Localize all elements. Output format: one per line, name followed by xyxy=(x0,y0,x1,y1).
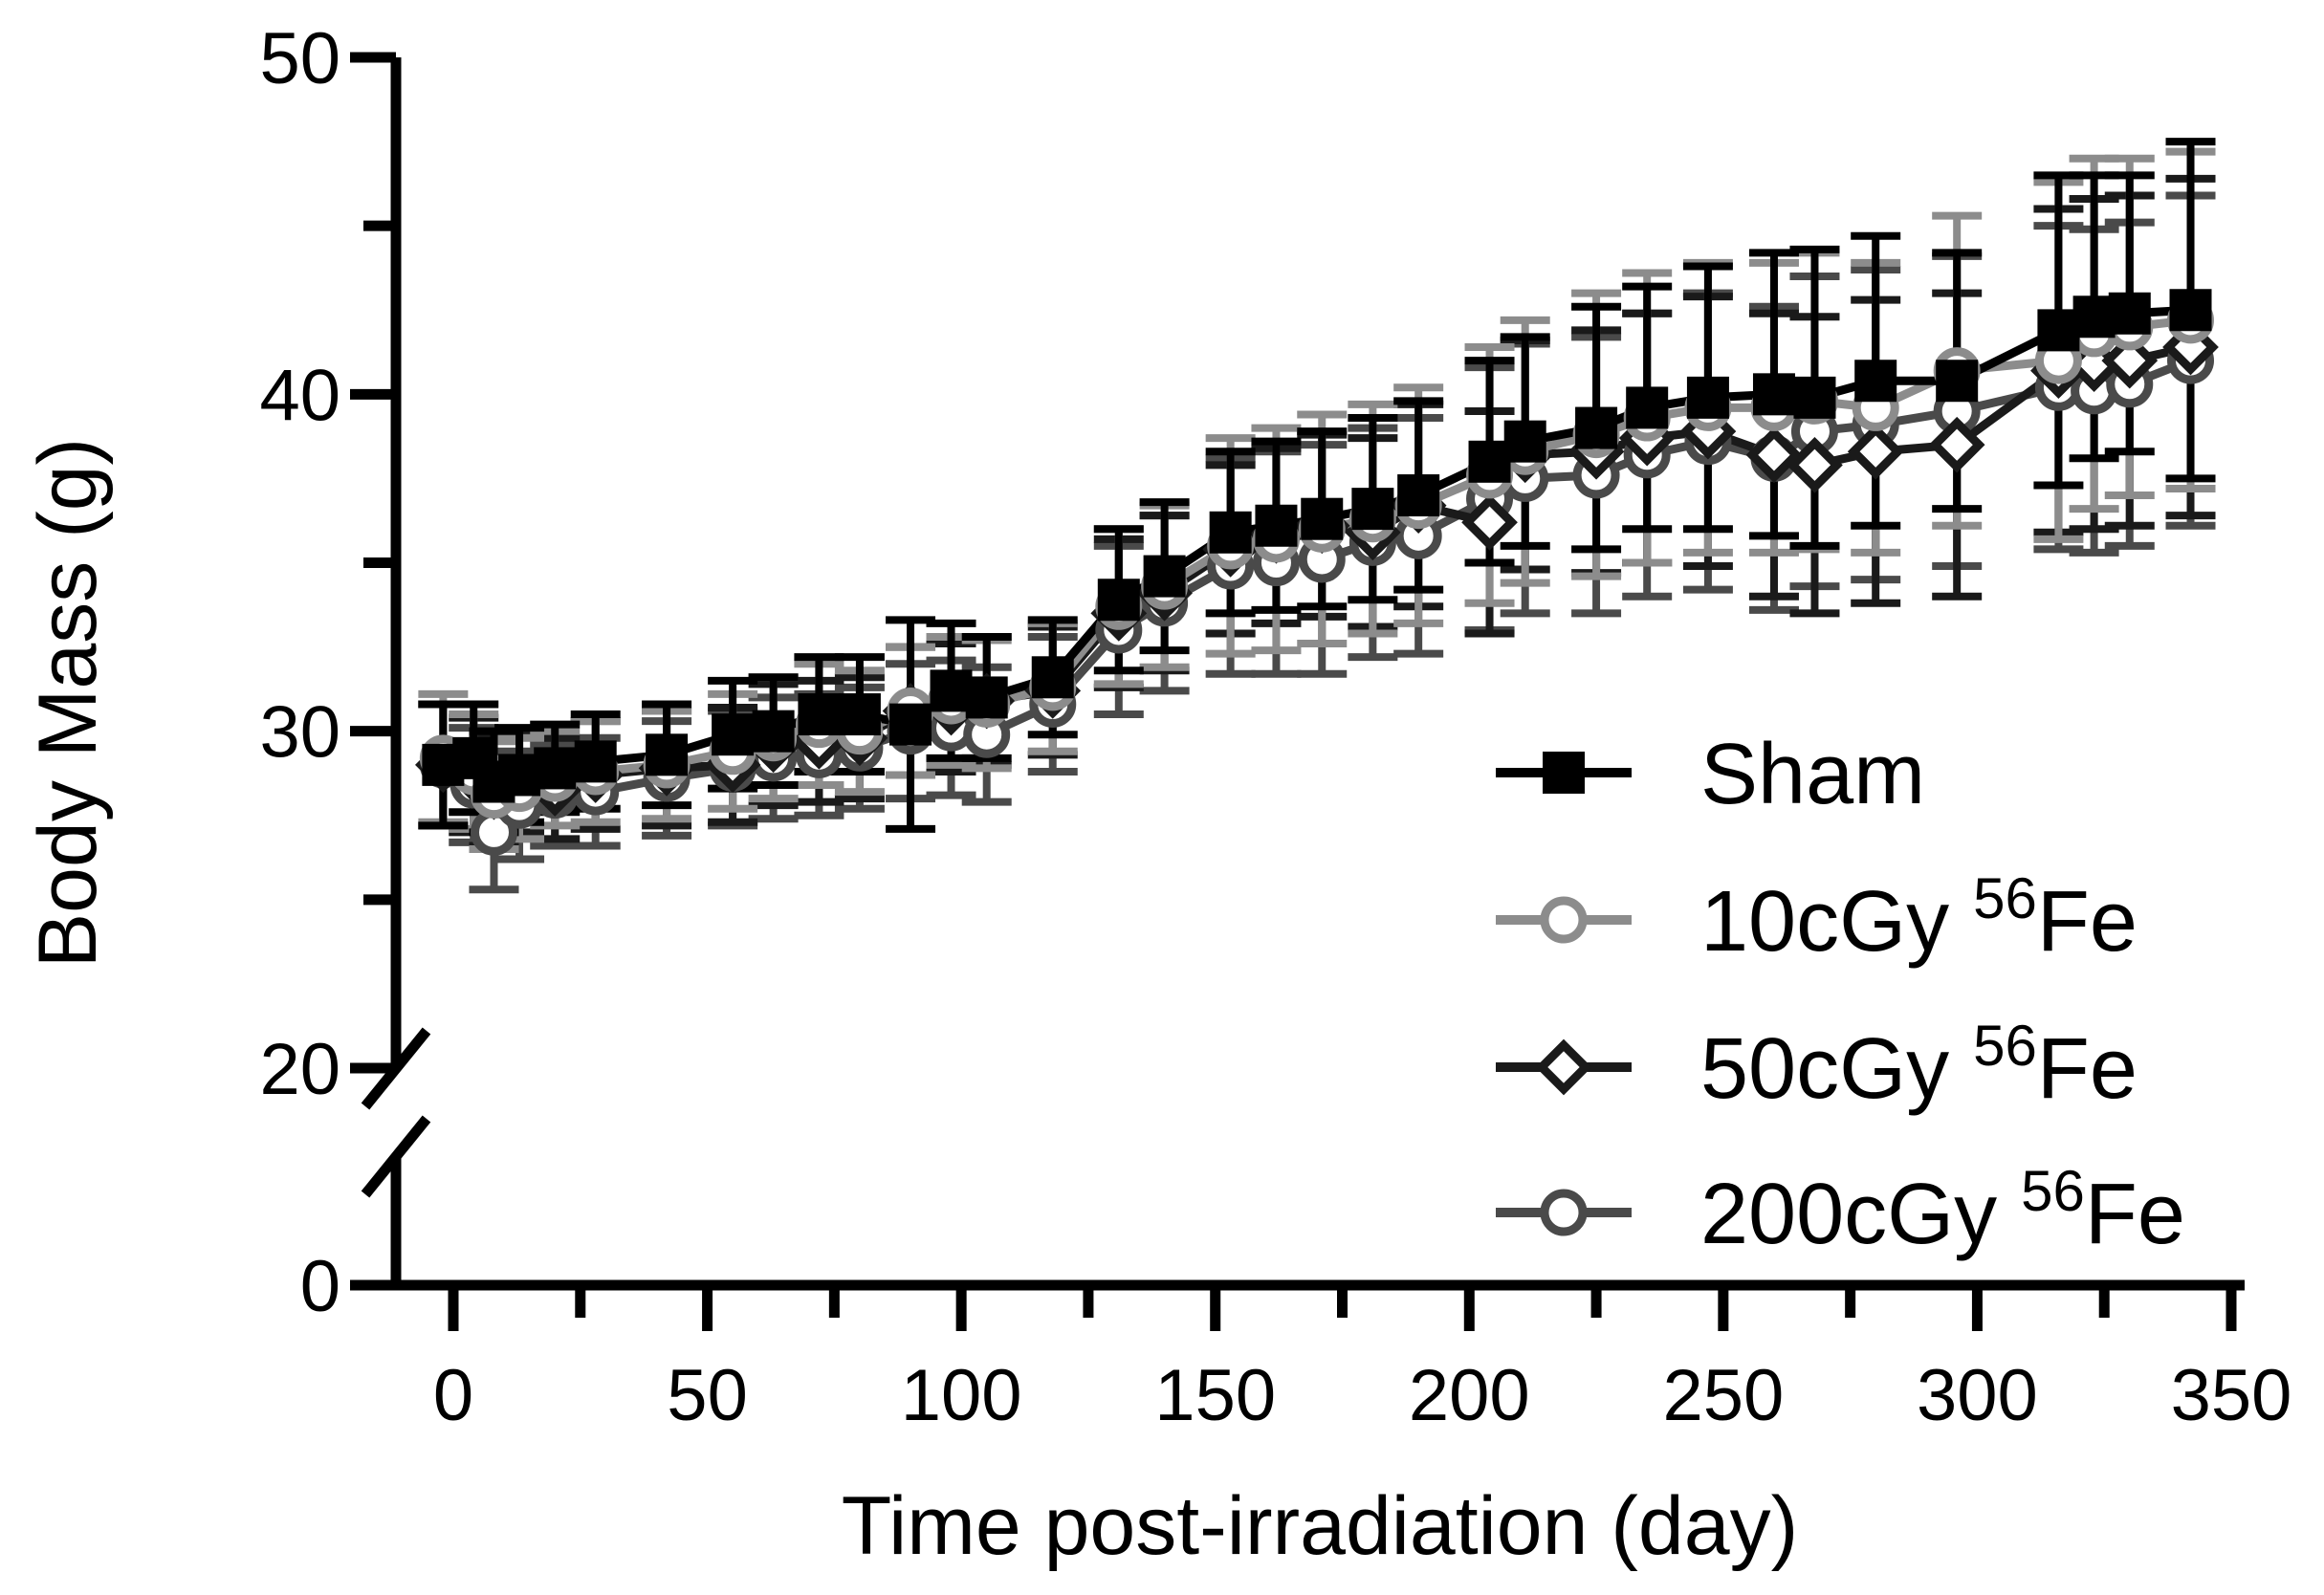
x-tick-label-300: 300 xyxy=(1917,1355,2038,1436)
legend-mass-number: 56 xyxy=(1973,1014,2037,1078)
data-point xyxy=(646,733,689,776)
data-point xyxy=(1745,426,1803,484)
legend-element: Fe xyxy=(2037,874,2138,970)
legend-label-text: 200cGy xyxy=(1700,1167,2021,1262)
legend-label-text: 10cGy xyxy=(1700,874,1973,970)
x-ticks: 0 50 100 150 200 250 300 350 xyxy=(433,1285,2292,1436)
data-point xyxy=(798,693,841,736)
x-tick-label-350: 350 xyxy=(2171,1355,2292,1436)
data-point xyxy=(498,754,541,797)
legend-label: 10cGy 56Fe xyxy=(1700,866,2138,970)
data-point xyxy=(1847,423,1904,480)
legend-label-text: Sham xyxy=(1700,727,1925,822)
data-point xyxy=(574,740,617,783)
data-point xyxy=(2037,309,2080,352)
data-point xyxy=(1255,504,1298,547)
data-point xyxy=(1854,360,1897,403)
legend-label: 50cGy 56Fe xyxy=(1700,1014,2138,1117)
data-point xyxy=(1686,376,1729,419)
data-point xyxy=(1351,488,1394,531)
legend-marker xyxy=(1535,1038,1592,1096)
data-point xyxy=(1752,373,1795,416)
data-point xyxy=(1097,579,1140,622)
legend-label-text: 50cGy xyxy=(1700,1021,1973,1117)
legend-marker xyxy=(1540,896,1588,944)
x-tick-label-0: 0 xyxy=(433,1355,473,1436)
x-tick-label-250: 250 xyxy=(1662,1355,1784,1436)
legend-item: 200cGy 56Fe xyxy=(1496,1159,2185,1262)
data-point xyxy=(752,710,795,753)
y-tick-label-40: 40 xyxy=(259,355,340,436)
y-tick-label-0: 0 xyxy=(300,1246,340,1327)
data-point xyxy=(2072,295,2116,339)
data-point xyxy=(2169,289,2212,332)
legend-marker xyxy=(1540,1189,1588,1236)
data-point xyxy=(712,713,755,756)
legend-mass-number: 56 xyxy=(1973,866,2037,930)
data-markers xyxy=(415,289,2219,856)
y-tick-label-50: 50 xyxy=(259,18,340,99)
data-point xyxy=(1397,474,1440,517)
x-tick-label-100: 100 xyxy=(901,1355,1022,1436)
legend-element: Fe xyxy=(2037,1021,2138,1117)
x-tick-label-50: 50 xyxy=(667,1355,748,1436)
legend-marker xyxy=(1543,752,1585,794)
legend-label: 200cGy 56Fe xyxy=(1700,1159,2185,1262)
y-ticks: 0 20 30 40 50 xyxy=(259,18,396,1327)
data-point xyxy=(1031,656,1074,699)
data-point xyxy=(1626,386,1669,429)
legend-label: Sham xyxy=(1700,727,1925,822)
axis-break-mark-lower xyxy=(361,1115,431,1198)
legend-element: Fe xyxy=(2085,1167,2185,1262)
data-point xyxy=(1503,420,1546,463)
y-tick-label-20: 20 xyxy=(259,1029,340,1110)
legend-item: Sham xyxy=(1496,727,1925,822)
data-point xyxy=(1575,406,1618,449)
data-point xyxy=(1143,555,1186,598)
legend-item: 50cGy 56Fe xyxy=(1496,1014,2138,1117)
legend-mass-number: 56 xyxy=(2021,1159,2085,1223)
data-point xyxy=(1209,511,1252,554)
data-point xyxy=(2108,292,2151,335)
data-point xyxy=(1928,416,1985,473)
y-tick-label-30: 30 xyxy=(259,692,340,774)
data-point xyxy=(1793,376,1836,419)
data-point xyxy=(1461,493,1518,551)
data-point xyxy=(930,669,973,712)
data-point xyxy=(838,693,881,736)
legend-item: 10cGy 56Fe xyxy=(1496,866,2138,970)
data-point xyxy=(2101,332,2159,389)
x-axis-title: Time post-irradiation (day) xyxy=(842,1480,1798,1572)
data-point xyxy=(889,703,932,746)
data-point xyxy=(1936,360,1979,403)
data-point xyxy=(1468,440,1511,483)
data-point xyxy=(534,747,577,790)
x-tick-label-150: 150 xyxy=(1154,1355,1276,1436)
data-point xyxy=(1787,436,1843,493)
data-point xyxy=(1301,497,1344,540)
x-tick-label-200: 200 xyxy=(1409,1355,1530,1436)
data-point xyxy=(965,676,1008,719)
y-axis-title: Body Mass (g) xyxy=(22,438,114,968)
axes: 0 20 30 40 50 0 50 100 150 200 250 300 350 xyxy=(259,18,2291,1436)
